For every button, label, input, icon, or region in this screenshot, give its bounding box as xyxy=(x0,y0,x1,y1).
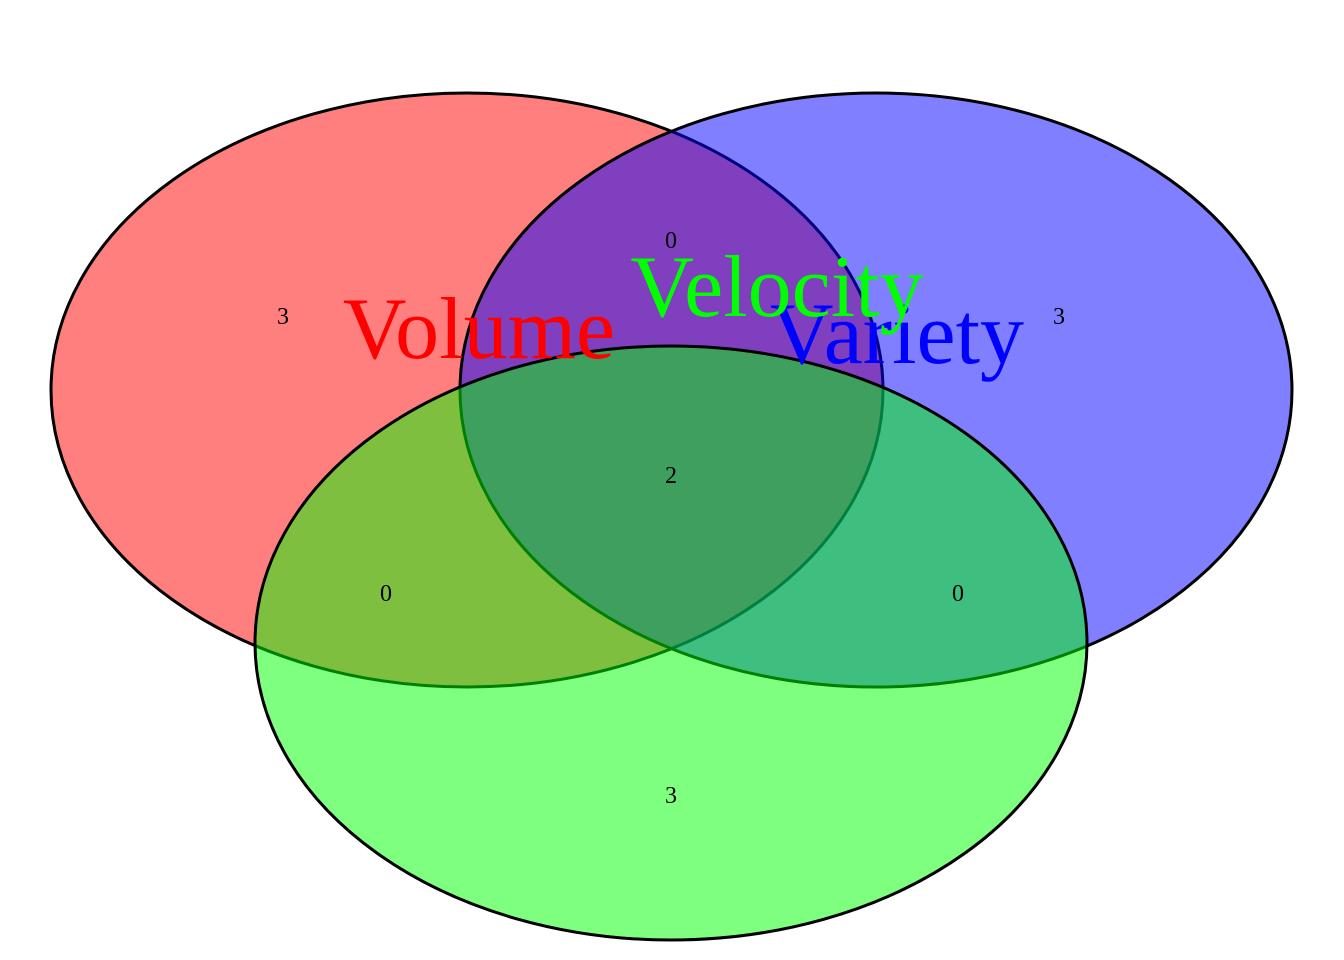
count-volume-variety: 0 xyxy=(665,228,677,254)
label-velocity: Velocity xyxy=(630,239,923,336)
count-volume-velocity: 0 xyxy=(380,581,392,607)
count-variety-only: 3 xyxy=(1053,304,1065,330)
count-all-three: 2 xyxy=(665,463,677,489)
label-volume: Volume xyxy=(343,281,615,378)
count-velocity-only: 3 xyxy=(665,783,677,809)
velocity-circle xyxy=(253,344,1089,942)
count-volume-only: 3 xyxy=(277,304,289,330)
label-variety: Variety xyxy=(770,286,1024,383)
count-variety-velocity: 0 xyxy=(952,581,964,607)
